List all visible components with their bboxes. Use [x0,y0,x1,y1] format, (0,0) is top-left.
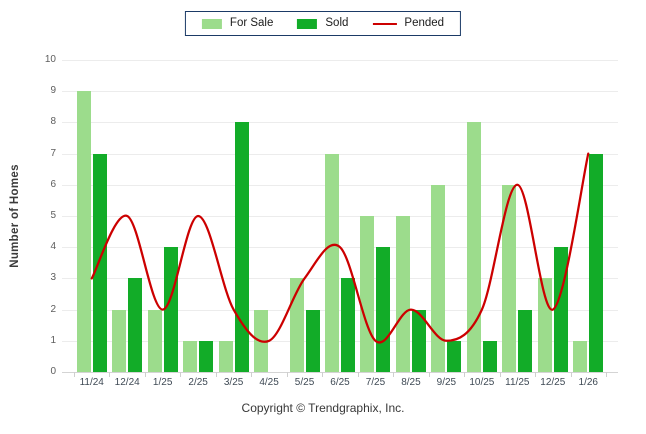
y-axis-title: Number of Homes [9,164,21,268]
x-axis-line [62,372,618,373]
bar-sold-1/26 [589,153,604,372]
x-tick-label: 12/25 [540,377,566,388]
copyright-text: Copyright © Trendgraphix, Inc. [241,401,405,415]
bar-for-sale-1/25 [147,309,162,372]
x-axis-tick [322,372,324,377]
y-tick-label: 10 [44,54,56,65]
x-axis-tick [286,372,288,377]
legend-item-for-sale: For Sale [201,17,274,30]
x-axis-tick [499,372,501,377]
bar-for-sale-3/25 [218,340,233,372]
x-tick-label: 12/24 [114,377,140,388]
gridline [62,309,618,311]
bar-for-sale-9/25 [431,184,446,372]
bar-sold-10/25 [482,340,497,372]
x-axis-tick [180,372,182,377]
bar-for-sale-10/25 [466,122,481,372]
pended-line-swatch-icon [372,22,397,25]
y-tick-label: 3 [50,272,56,284]
y-tick-label: 2 [50,303,56,315]
x-axis-tick [535,372,537,377]
bar-sold-3/25 [234,122,249,372]
bar-sold-2/25 [199,340,214,372]
bar-for-sale-6/25 [325,153,339,372]
y-tick-label: 5 [50,210,56,221]
gridline [62,184,618,186]
x-axis-tick [74,372,75,377]
x-axis-tick [428,372,430,377]
gridline [62,60,618,61]
x-tick-label: 1/25 [152,377,173,388]
x-tick-label: 8/25 [401,377,421,388]
bar-sold-11/24 [92,153,107,372]
y-tick-label: 7 [50,147,56,159]
x-tick-label: 6/25 [330,377,350,388]
legend: For Sale Sold Pended [184,11,462,36]
bar-sold-6/25 [341,278,355,372]
for-sale-swatch-icon [201,18,222,29]
bar-sold-1/25 [163,247,178,372]
x-axis-tick [215,372,217,377]
bar-for-sale-8/25 [395,216,410,372]
bar-for-sale-12/25 [537,278,552,372]
legend-label-pended: Pended [404,17,445,29]
x-axis-tick [357,372,359,377]
gridline [62,278,618,280]
x-tick-label: 10/25 [469,377,495,388]
x-axis-tick [251,372,253,377]
bar-for-sale-11/24 [76,91,91,372]
x-tick-label: 11/24 [79,377,104,388]
bar-for-sale-1/26 [573,340,588,372]
gridline [62,122,618,124]
x-tick-label: 5/25 [294,377,315,388]
x-tick-label: 7/25 [365,377,386,388]
bar-for-sale-2/25 [183,340,198,372]
x-axis-tick [109,372,111,377]
x-axis-tick [393,372,395,377]
gridline [62,247,618,249]
x-tick-label: 2/25 [188,377,208,388]
bar-sold-9/25 [447,340,462,372]
bar-sold-5/25 [305,309,320,372]
x-tick-label: 1/26 [578,377,598,388]
plot-area [62,60,618,377]
y-tick-label: 4 [50,241,56,253]
legend-item-pended: Pended [372,17,444,30]
bar-sold-11/25 [518,309,533,372]
legend-item-sold: Sold [297,17,348,30]
legend-label-sold: Sold [325,17,349,29]
bar-for-sale-4/25 [254,309,269,372]
x-axis-tick [464,372,466,377]
x-axis-tick [606,372,607,377]
legend-label-for-sale: For Sale [229,17,274,29]
gridline [62,216,618,217]
sold-swatch-icon [297,18,318,29]
bar-for-sale-7/25 [360,216,375,372]
x-axis-tick [570,372,572,377]
x-axis-tick [144,372,146,377]
bar-sold-12/25 [553,247,568,372]
x-tick-label: 4/25 [259,377,279,388]
bar-sold-8/25 [411,309,426,372]
y-tick-label: 0 [50,366,56,377]
bar-for-sale-11/25 [502,184,517,372]
bar-for-sale-12/24 [112,309,127,372]
gridline [62,340,618,342]
x-tick-label: 11/25 [505,377,530,388]
y-tick-label: 8 [50,116,56,128]
gridline [62,91,618,93]
bar-sold-7/25 [376,247,391,372]
y-tick-label: 9 [50,85,56,97]
y-tick-label: 6 [50,178,56,190]
gridline [62,153,618,155]
bar-sold-12/24 [128,278,143,372]
bar-for-sale-5/25 [289,278,304,372]
y-tick-label: 1 [50,334,56,346]
x-tick-label: 3/25 [223,377,244,388]
x-tick-label: 9/25 [436,377,457,388]
